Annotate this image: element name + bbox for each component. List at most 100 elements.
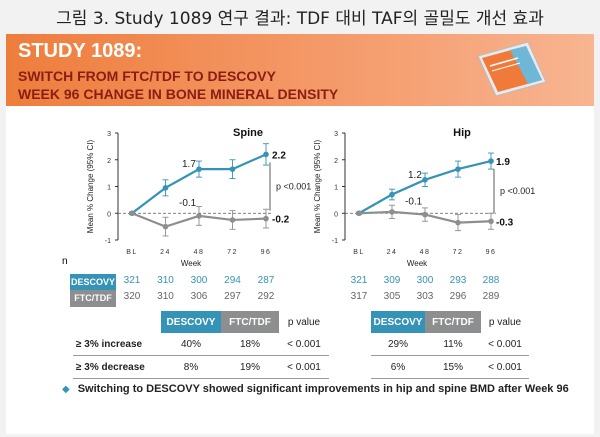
data-point (356, 210, 362, 217)
diamond-bullet-icon: ◆ (62, 384, 70, 395)
footer-text: Switching to DESCOVY showed significant … (77, 383, 569, 395)
n-value: 306 (190, 291, 208, 302)
p-value: < 0.001 (481, 355, 529, 379)
data-point (455, 219, 461, 226)
chart-title: Hip (453, 127, 471, 139)
x-tick-label: 96 (261, 249, 272, 256)
n-label: n (62, 256, 68, 267)
n-value: 305 (383, 291, 401, 302)
n-value: 317 (350, 291, 368, 302)
n-value: 310 (157, 275, 174, 286)
x-tick-label: BL (126, 249, 138, 256)
n-value: 320 (123, 291, 141, 302)
p-value-label: p <0.001 (276, 182, 311, 192)
chart-title: Spine (233, 127, 263, 139)
data-label-end: -0.2 (272, 215, 290, 226)
data-label-end: 2.2 (272, 150, 286, 161)
y-axis-label: Mean % Change (95% CI) (86, 139, 95, 233)
n-value: 303 (416, 291, 434, 302)
data-label: -0.1 (179, 198, 197, 209)
x-tick-label: BL (353, 249, 365, 256)
n-value: 309 (383, 275, 401, 286)
banner-title: STUDY 1089: (18, 40, 143, 62)
col-ftc-tdf: FTC/TDF (425, 311, 481, 333)
n-value: 300 (190, 275, 208, 286)
n-value: 287 (257, 275, 275, 286)
x-tick-label: 72 (227, 249, 238, 256)
descovy-value: 29% (371, 333, 425, 356)
ftc-tdf-tag: FTC/TDF (70, 290, 116, 307)
col-descovy: DESCOVY (371, 311, 425, 333)
y-tick-label: 0 (334, 211, 338, 218)
data-point (422, 177, 428, 183)
data-label-end: 1.9 (496, 157, 510, 168)
ftc-value: 11% (425, 333, 481, 356)
data-label: 1.2 (408, 170, 422, 181)
footer-note: ◆ Switching to DESCOVY showed significant… (62, 383, 569, 395)
n-value: 292 (257, 291, 275, 302)
data-point (389, 191, 395, 198)
data-point (389, 209, 395, 215)
data-point (162, 185, 169, 191)
banner-subtitle-2: WEEK 96 CHANGE IN BONE MINERAL DENSITY (18, 86, 339, 102)
y-tick-label: 2 (334, 158, 338, 165)
data-point (422, 211, 428, 218)
y-tick-label: -1 (105, 238, 111, 245)
y-tick-label: 3 (334, 131, 338, 138)
ftc-value: 15% (425, 355, 481, 379)
spine-stats-table: DESCOVY FTC/TDF p value ≥ 3% increase 40… (73, 311, 329, 379)
table-row: ≥ 3% increase 40% 18% < 0.001 (73, 333, 329, 356)
n-value: 288 (482, 275, 500, 286)
x-axis-label: Week (181, 259, 202, 268)
data-point (263, 151, 269, 158)
data-point (229, 217, 236, 223)
data-label: -0.1 (405, 197, 423, 208)
n-value: 297 (224, 291, 241, 302)
row-label: ≥ 3% decrease (73, 355, 161, 379)
data-label-end: -0.3 (496, 217, 514, 228)
x-axis-label: Week (407, 259, 428, 268)
book-cover-image (477, 41, 547, 97)
p-value-label: p <0.001 (500, 186, 535, 196)
col-p-value: p value (481, 311, 529, 333)
ftc-value: 18% (221, 333, 279, 356)
col-p-value: p value (279, 311, 329, 333)
n-value: 321 (123, 275, 141, 286)
y-tick-label: -1 (332, 238, 338, 245)
data-label: 1.7 (182, 159, 196, 170)
table-row: 6% 15% < 0.001 (371, 355, 529, 379)
n-value: 296 (449, 291, 467, 302)
n-value: 300 (416, 275, 434, 286)
x-tick-label: 48 (194, 249, 205, 256)
p-value: < 0.001 (279, 355, 329, 379)
data-point (229, 166, 236, 172)
banner-subtitle: SWITCH FROM FTC/TDF TO DESCOVY (18, 68, 276, 84)
x-tick-label: 72 (453, 249, 464, 256)
data-point (488, 158, 494, 164)
n-value: 310 (157, 291, 174, 302)
y-tick-label: 0 (107, 211, 111, 218)
data-point (488, 218, 494, 225)
p-value: < 0.001 (481, 333, 529, 356)
row-label: ≥ 3% increase (73, 333, 161, 356)
data-point (162, 223, 169, 230)
data-point (263, 215, 269, 222)
descovy-value: 6% (371, 355, 425, 379)
table-row: 29% 11% < 0.001 (371, 333, 529, 356)
y-axis-label: Mean % Change (95% CI) (313, 139, 322, 233)
hip-stats-table: DESCOVY FTC/TDF p value 29% 11% < 0.001 … (371, 311, 529, 379)
x-tick-label: 24 (387, 249, 398, 256)
x-tick-label: 48 (420, 249, 431, 256)
y-tick-label: 2 (107, 158, 111, 165)
study-banner: STUDY 1089: SWITCH FROM FTC/TDF TO DESCO… (6, 34, 594, 106)
y-tick-label: 1 (334, 185, 338, 192)
n-value: 293 (449, 275, 467, 286)
y-tick-label: 3 (107, 131, 111, 138)
descovy-value: 40% (161, 333, 221, 356)
results-panel (6, 106, 594, 434)
col-ftc-tdf: FTC/TDF (221, 311, 279, 333)
data-point (129, 210, 135, 217)
data-point (196, 166, 202, 172)
table-row: ≥ 3% decrease 8% 19% < 0.001 (73, 355, 329, 379)
